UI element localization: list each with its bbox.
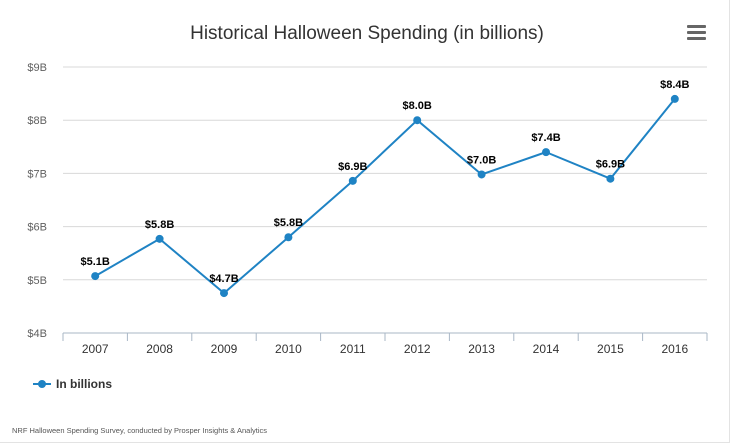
data-point[interactable]	[606, 174, 615, 183]
chart-title: Historical Halloween Spending (in billio…	[190, 23, 544, 44]
x-tick-label: 2010	[275, 342, 302, 356]
data-label: $5.1B	[81, 256, 110, 268]
data-label: $6.9B	[596, 159, 625, 171]
data-point[interactable]	[91, 272, 100, 281]
legend[interactable]: In billions	[33, 377, 112, 391]
data-label: $6.9B	[338, 161, 367, 173]
x-tick-label: 2014	[533, 342, 560, 356]
data-label: $8.4B	[660, 79, 689, 91]
y-tick-label: $7B	[27, 168, 47, 180]
axes: $4B $5B $6B $7B $8B $9B 2007 2008 2009 2010 2011 20…	[27, 62, 708, 356]
data-labels: $5.1B $5.8B $4.7B $5.8B $6.9B $8.0B $7.0B $7.4B…	[81, 79, 690, 285]
y-tick-label: $5B	[27, 275, 47, 287]
x-tick-label: 2012	[404, 342, 431, 356]
data-point[interactable]	[542, 148, 550, 157]
x-tick-label: 2016	[661, 342, 688, 356]
data-point[interactable]	[670, 94, 679, 103]
legend-marker-icon	[38, 380, 46, 388]
x-tick-label: 2007	[82, 342, 109, 356]
y-tick-label: $6B	[27, 222, 47, 234]
data-point[interactable]	[220, 289, 228, 298]
y-tick-label: $8B	[27, 115, 47, 127]
grid	[63, 66, 707, 281]
data-label: $8.0B	[403, 100, 432, 112]
y-tick-label: $9B	[27, 62, 47, 74]
data-point[interactable]	[477, 170, 486, 179]
data-point[interactable]	[155, 234, 164, 243]
series	[91, 94, 679, 298]
data-point[interactable]	[284, 233, 293, 242]
data-label: $7.0B	[467, 154, 496, 166]
x-tick-label: 2013	[468, 342, 495, 356]
data-label: $4.7B	[209, 273, 238, 285]
data-point[interactable]	[348, 176, 357, 185]
data-label: $7.4B	[531, 132, 560, 144]
hamburger-menu-icon[interactable]	[684, 22, 710, 44]
x-tick-label: 2015	[597, 342, 624, 356]
x-tick-label: 2011	[340, 342, 366, 356]
data-label: $5.8B	[145, 219, 174, 231]
data-point[interactable]	[413, 116, 422, 125]
y-tick-label: $4B	[27, 328, 47, 340]
data-label: $5.8B	[274, 217, 303, 229]
legend-item-label: In billions	[56, 377, 112, 391]
source-credit: NRF Halloween Spending Survey, conducted…	[12, 426, 267, 435]
series-line	[94, 98, 676, 295]
x-tick-label: 2008	[146, 342, 173, 356]
x-tick-label: 2009	[211, 342, 238, 356]
